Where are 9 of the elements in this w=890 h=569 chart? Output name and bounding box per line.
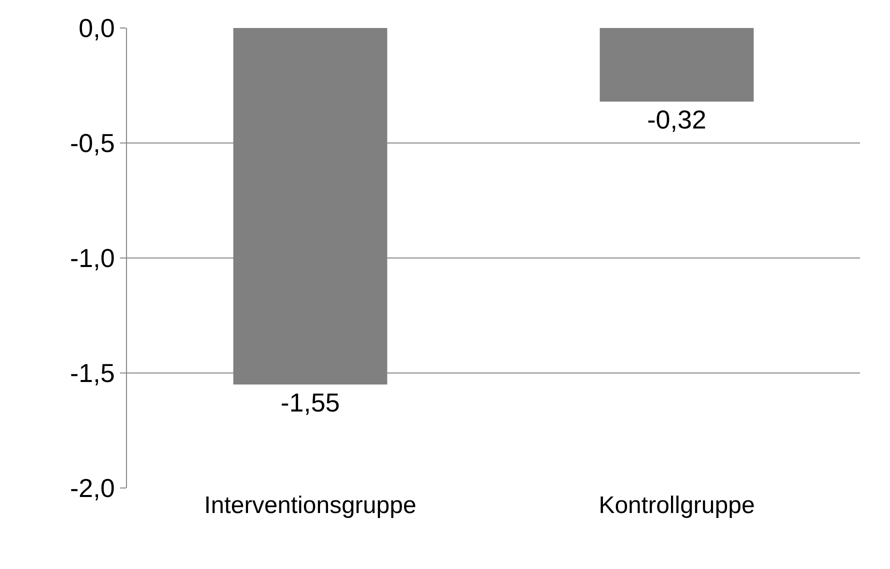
y-tick-label: -1,5 <box>70 358 115 388</box>
y-tick-label: -1,0 <box>70 243 115 274</box>
x-tick-label: Kontrollgruppe <box>598 492 755 519</box>
data-label: -0,32 <box>647 104 706 135</box>
y-tick-label: -0,5 <box>70 128 115 158</box>
x-tick-label: Interventionsgruppe <box>204 492 416 519</box>
y-tick-label: -2,0 <box>70 473 115 504</box>
y-tick-label: 0,0 <box>78 13 115 44</box>
data-label: -1,55 <box>280 388 340 418</box>
